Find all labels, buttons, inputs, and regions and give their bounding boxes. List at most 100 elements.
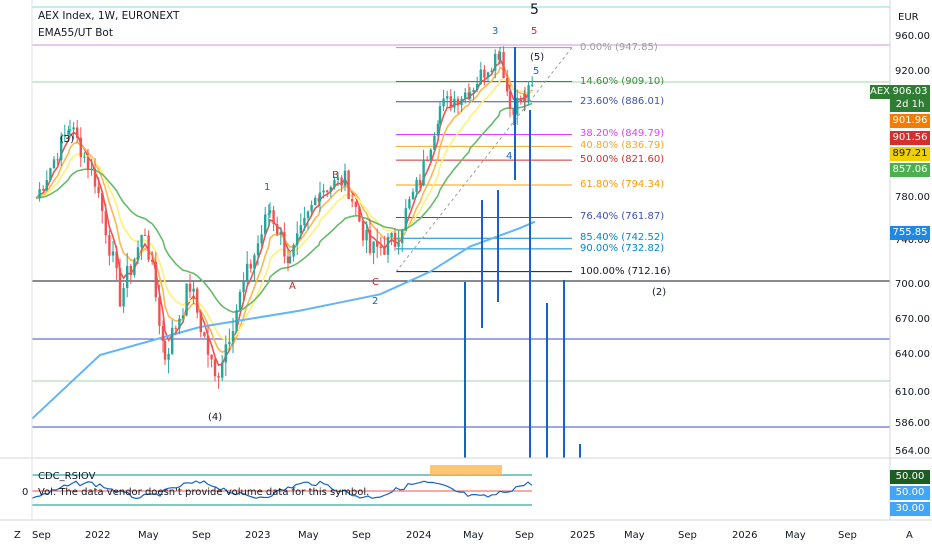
candle-body (299, 225, 302, 234)
candle-body (279, 232, 282, 235)
y-tick-label: 564.00 (895, 446, 930, 457)
x-tick-label: Sep (515, 530, 534, 541)
candle-body (129, 265, 132, 276)
candle-body (253, 255, 256, 269)
wave-label: 5 (533, 66, 540, 77)
x-tick-label: Sep (838, 530, 857, 541)
x-tick-label: 2022 (85, 530, 111, 541)
candle-body (306, 211, 310, 218)
wave-label: 1 (264, 182, 271, 193)
y-tick-label: 920.00 (895, 66, 930, 77)
candle-body (118, 268, 122, 307)
candle-body (122, 288, 125, 307)
candle-body (326, 190, 329, 192)
fib-label: 85.40% (742.52) (580, 232, 665, 244)
x-tick-label: 2025 (570, 530, 596, 541)
candle-body (333, 179, 336, 188)
candle-body (192, 288, 195, 292)
candle-body (418, 179, 422, 186)
fib-label: 50.00% (821.60) (580, 154, 665, 166)
candle-body (185, 283, 188, 316)
chart-title: AEX Index, 1W, EURONEXT (38, 10, 180, 22)
candle-body (147, 235, 150, 260)
ema-long-line (31, 220, 536, 420)
candle-body (238, 292, 242, 311)
candle-body (347, 170, 350, 199)
candle-body (365, 229, 368, 241)
fib-label: 76.40% (761.87) (580, 211, 665, 223)
candle-body (429, 149, 432, 161)
candle-body (506, 78, 509, 92)
y-tick-label: 610.00 (895, 387, 930, 398)
candle-body (235, 310, 238, 332)
candle-body (508, 91, 512, 109)
candle-body (512, 108, 515, 115)
candle-body (140, 234, 143, 248)
candles (38, 46, 534, 389)
fib-label: 0.00% (947.85) (580, 41, 658, 53)
candle-body (267, 213, 270, 215)
candle-body (72, 127, 75, 130)
z-icon[interactable]: Z (14, 530, 21, 541)
candle-body (45, 180, 48, 191)
currency-label[interactable]: EUR (898, 12, 919, 23)
x-tick-label: May (785, 530, 806, 541)
price-tag: 901.96 (890, 114, 930, 128)
candle-body (472, 89, 475, 93)
candle-body (336, 177, 340, 180)
candle-body (174, 327, 177, 329)
candle-body (108, 235, 111, 256)
fib-label: 23.60% (886.01) (580, 95, 665, 107)
candle-body (329, 187, 332, 192)
candle-body (494, 54, 497, 71)
candle-body (361, 221, 365, 241)
candle-body (490, 70, 493, 73)
y-tick-label: 586.00 (895, 418, 930, 429)
candle-body (397, 243, 400, 247)
y-tick-label: 700.00 (895, 279, 930, 290)
candle-body (126, 265, 129, 289)
wave-label: (4) (208, 412, 223, 423)
candle-body (531, 84, 534, 86)
candle-body (79, 137, 82, 158)
candle-body (163, 340, 167, 360)
candle-body (249, 263, 252, 269)
wave-label: 5 (531, 26, 538, 37)
candle-body (483, 69, 486, 78)
wave-label: 3 (492, 26, 499, 37)
price-tag: 2d 1h (890, 98, 930, 112)
candle-body (171, 327, 174, 354)
price-tag: 901.56 (890, 131, 930, 145)
candle-body (422, 160, 425, 186)
candle-body (292, 245, 295, 257)
candle-body (296, 233, 299, 246)
candle-body (115, 251, 118, 269)
candle-body (390, 233, 393, 238)
ema-line (35, 66, 533, 354)
fib-label: 90.00% (732.82) (580, 242, 665, 254)
candle-body (76, 127, 79, 138)
a-icon[interactable]: A (906, 530, 913, 541)
candle-body (486, 72, 490, 78)
oscillator-pane (31, 465, 533, 506)
candle-body (246, 263, 249, 282)
candle-body (224, 344, 227, 363)
y-tick-label: 780.00 (895, 192, 930, 203)
ut-bar (464, 282, 466, 458)
wave-label: (3) (60, 134, 75, 145)
candle-body (101, 193, 104, 211)
candle-body (527, 85, 530, 102)
x-tick-label: Sep (678, 530, 697, 541)
x-tick-label: 2026 (732, 530, 758, 541)
candle-body (283, 232, 286, 257)
osc-tag: 50.00 (890, 486, 930, 500)
candle-body (436, 123, 440, 136)
candle-body (60, 136, 63, 161)
wave-label: 5 (530, 2, 539, 18)
candle-body (498, 51, 502, 60)
price-tag-symbol: AEX (870, 85, 890, 99)
fib-label: 100.00% (712.16) (580, 265, 671, 277)
candle-body (343, 170, 347, 186)
